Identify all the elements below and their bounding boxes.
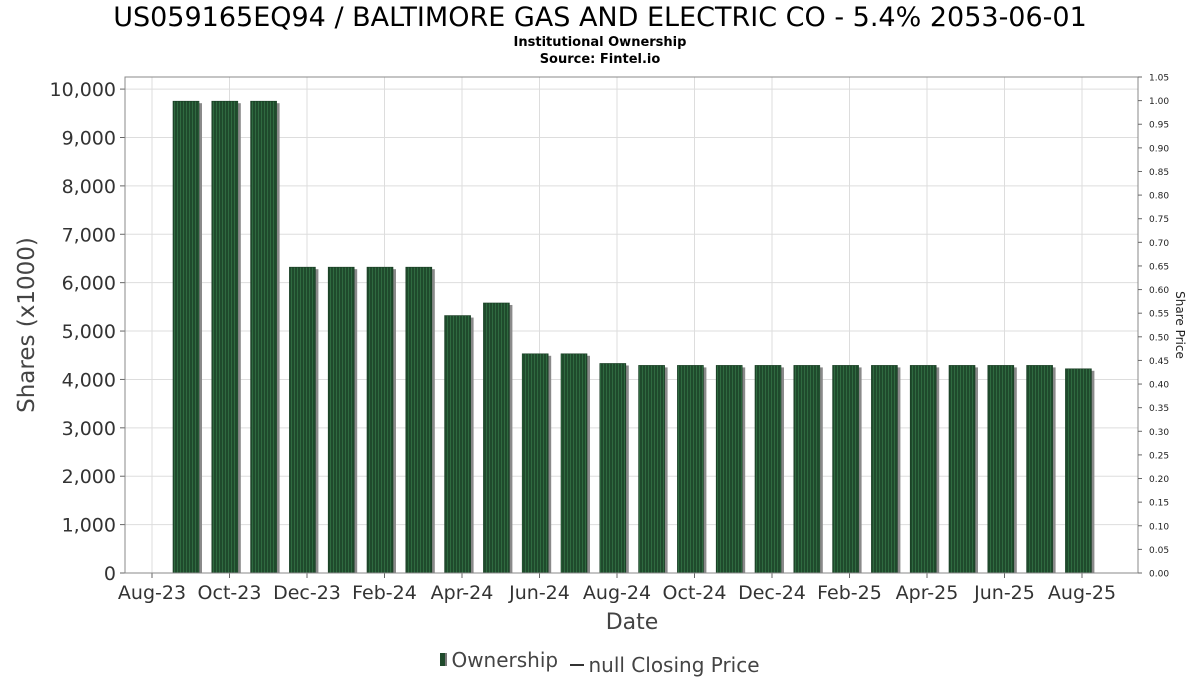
ownership-bar — [909, 365, 940, 574]
y2-axis-label: Share Price — [1173, 291, 1187, 359]
x-tick-label: Aug-23 — [118, 582, 186, 604]
plot-frame — [124, 76, 1139, 574]
x-tick-label: Aug-24 — [583, 582, 651, 604]
x-tick-label: Apr-25 — [896, 582, 959, 604]
y2-tick-label: 0.55 — [1149, 310, 1169, 320]
y2-tick-label: 0.05 — [1149, 546, 1169, 556]
y2-tick-label: 0.80 — [1149, 192, 1169, 202]
y2-tick-label: 0.45 — [1149, 357, 1169, 367]
x-axis-label: Date — [606, 610, 659, 635]
y-tick-label: 4,000 — [62, 369, 116, 391]
y2-tick-label: 0.10 — [1149, 522, 1169, 532]
y2-tick-label: 0.60 — [1149, 286, 1169, 296]
y-tick-label: 6,000 — [62, 273, 116, 295]
x-tick-label: Jun-24 — [508, 582, 570, 604]
legend-ownership-label: Ownership — [451, 647, 559, 672]
ownership-bar — [987, 365, 1017, 574]
x-tick-label: Jun-25 — [973, 582, 1035, 604]
y-tick-label: 9,000 — [62, 127, 116, 149]
y2-tick-label: 0.85 — [1149, 168, 1169, 178]
chart-title: US059165EQ94 / BALTIMORE GAS AND ELECTRI… — [113, 2, 1087, 33]
y-tick-label: 5,000 — [62, 321, 116, 343]
y2-tick-label: 0.00 — [1149, 570, 1169, 580]
y2-tick-label: 1.05 — [1149, 74, 1169, 84]
bars — [172, 100, 1095, 574]
ownership-bar — [599, 363, 629, 574]
y2-tick-label: 0.70 — [1149, 239, 1169, 249]
y2-tick-label: 0.65 — [1149, 262, 1169, 272]
ownership-bar — [871, 365, 901, 574]
y2-tick-label: 0.90 — [1149, 144, 1169, 154]
legend: Ownership null Closing Price — [0, 647, 1200, 677]
x-tick-label: Feb-24 — [352, 582, 417, 604]
ownership-bar — [793, 365, 823, 574]
y-tick-label: 7,000 — [62, 224, 116, 246]
y2-tick-label: 0.20 — [1149, 475, 1169, 485]
y2-tick-label: 0.30 — [1149, 428, 1169, 438]
ownership-bar — [483, 302, 513, 574]
y-tick-label: 10,000 — [50, 79, 116, 101]
chart-subtitle: Institutional Ownership — [513, 35, 687, 50]
ownership-bar — [289, 266, 319, 574]
legend-price: null Closing Price — [564, 653, 760, 677]
ownership-chart: 0 1,000 2,000 3,000 4,000 5,000 6,000 7,000 8,00… — [14, 74, 1187, 636]
ownership-bar — [715, 365, 746, 574]
y2-tick-label: 0.50 — [1149, 333, 1169, 343]
ownership-bar — [560, 353, 590, 574]
y-tick-label: 1,000 — [62, 515, 116, 537]
ownership-bar — [211, 100, 241, 574]
ownership-bar — [638, 365, 668, 574]
y-tick-label: 2,000 — [62, 466, 116, 488]
y2-tick-label: 0.35 — [1149, 404, 1169, 414]
y-tick-label: 0 — [104, 563, 116, 585]
x-tick-label: Oct-24 — [663, 582, 727, 604]
x-tick-label: Oct-23 — [198, 582, 262, 604]
ownership-bar — [366, 266, 396, 574]
y-tick-label: 3,000 — [62, 418, 116, 440]
ownership-bar — [327, 266, 358, 574]
y-axis-label: Shares (x1000) — [14, 237, 40, 413]
ownership-bar — [444, 315, 474, 574]
chart-source: Source: Fintel.io — [539, 52, 661, 67]
ownership-bar — [405, 266, 435, 574]
legend-price-label: null Closing Price — [588, 653, 760, 677]
x-tick-label: Aug-25 — [1048, 582, 1116, 604]
y2-tick-label: 1.00 — [1149, 97, 1169, 107]
y2-tick-label: 0.15 — [1149, 499, 1169, 509]
ownership-bar — [948, 365, 978, 574]
x-tick-label: Feb-25 — [817, 582, 882, 604]
y2-tick-label: 0.25 — [1149, 451, 1169, 461]
ownership-bar — [754, 365, 784, 574]
ownership-bar — [521, 353, 552, 574]
axes: 0 1,000 2,000 3,000 4,000 5,000 6,000 7,000 8,00… — [50, 74, 1170, 605]
ownership-bar — [677, 365, 707, 574]
x-tick-label: Dec-24 — [738, 582, 806, 604]
y-tick-label: 8,000 — [62, 176, 116, 198]
y2-tick-label: 0.75 — [1149, 215, 1169, 225]
price-swatch — [570, 664, 585, 666]
ownership-bar — [1065, 368, 1095, 574]
y2-tick-label: 0.95 — [1149, 121, 1169, 131]
ownership-bar — [832, 365, 862, 574]
ownership-bar — [250, 100, 280, 574]
x-tick-label: Apr-24 — [431, 582, 494, 604]
x-tick-label: Dec-23 — [273, 582, 341, 604]
ownership-bar — [172, 100, 202, 574]
ownership-swatch — [440, 653, 448, 666]
legend-ownership: Ownership — [440, 648, 558, 672]
y2-tick-label: 0.40 — [1149, 381, 1169, 391]
ownership-bar — [1026, 365, 1056, 574]
